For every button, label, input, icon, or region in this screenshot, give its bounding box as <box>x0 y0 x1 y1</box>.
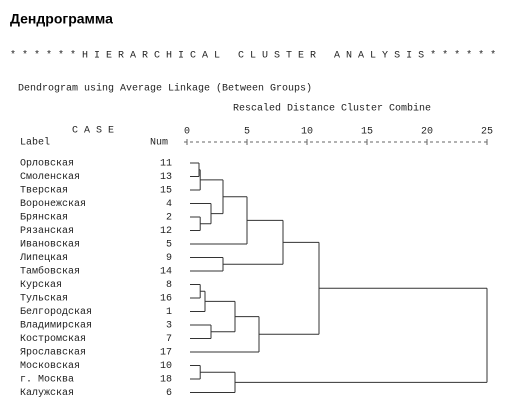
title: Дендрограмма <box>10 11 113 27</box>
case-label: Ивановская <box>20 240 80 251</box>
subtitle: Dendrogram using Average Linkage (Betwee… <box>18 83 312 95</box>
banner: * * * * * * H I E R A R C H I C A L C L … <box>10 50 496 62</box>
case-header: C A S E <box>72 126 114 137</box>
x-tick-label: 10 <box>301 127 313 138</box>
case-label: Белгородская <box>20 307 92 318</box>
case-label: Ярославская <box>20 348 86 359</box>
case-label: Смоленская <box>20 172 80 183</box>
case-num: 17 <box>160 348 172 359</box>
case-num: 1 <box>166 307 172 318</box>
x-tick-label: 5 <box>244 127 250 138</box>
num-header: Num <box>150 138 168 149</box>
case-num: 2 <box>166 213 172 224</box>
case-label: Костромская <box>20 334 86 345</box>
case-num: 4 <box>166 199 172 210</box>
case-num: 5 <box>166 240 172 251</box>
case-label: Брянская <box>20 213 68 224</box>
case-label: Липецкая <box>19 253 68 264</box>
case-label: Московская <box>20 361 80 372</box>
axis-title: Rescaled Distance Cluster Combine <box>233 103 431 115</box>
case-num: 18 <box>160 375 172 386</box>
case-label: Воронежская <box>20 199 86 210</box>
case-label: Калужская <box>20 388 74 399</box>
x-tick-label: 20 <box>421 127 433 138</box>
x-tick-label: 15 <box>361 127 373 138</box>
label-header: Label <box>20 137 50 149</box>
case-num: 14 <box>160 267 172 278</box>
case-label: Орловская <box>20 159 74 170</box>
case-num: 3 <box>166 321 172 332</box>
case-num: 15 <box>160 186 172 197</box>
case-num: 7 <box>166 334 172 345</box>
case-label: Курская <box>20 280 62 291</box>
case-label: Владимирская <box>20 321 92 332</box>
case-label: г. Москва <box>20 375 74 386</box>
case-num: 10 <box>160 361 172 372</box>
x-tick-label: 0 <box>184 127 190 138</box>
case-num: 12 <box>160 226 172 237</box>
case-num: 6 <box>166 388 172 399</box>
case-label: Рязанская <box>20 226 74 237</box>
case-num: 11 <box>160 159 172 170</box>
case-num: 13 <box>160 172 172 183</box>
case-num: 16 <box>160 294 172 305</box>
case-label: Тверская <box>20 186 68 197</box>
case-label: Тульская <box>20 294 68 305</box>
case-num: 9 <box>166 253 172 264</box>
case-label: Тамбовская <box>20 265 80 278</box>
x-tick-label: 25 <box>481 127 493 138</box>
case-num: 8 <box>166 280 172 291</box>
